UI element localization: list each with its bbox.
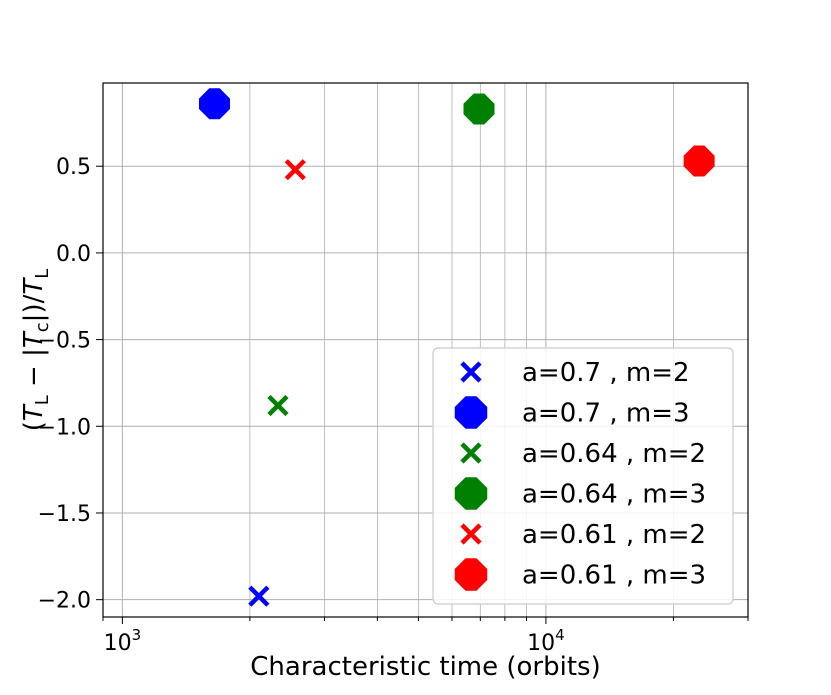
legend-item: a=0.64 , m=3: [454, 477, 706, 510]
y-tick-label: −0.5: [38, 329, 91, 354]
legend-item: a=0.7 , m=3: [454, 396, 690, 429]
axis-ticks: 0.5 0.0 −0.5 −1.0 −1.5 −2.0 103 104: [38, 155, 749, 656]
legend-marker: [460, 442, 482, 464]
legend-item: a=0.64 , m=2: [460, 439, 706, 469]
data-point: [198, 88, 230, 120]
data-point: [267, 394, 289, 417]
x-tick-label: 104: [527, 626, 565, 656]
legend-item: a=0.7 , m=2: [460, 358, 690, 388]
data-point: [284, 159, 306, 181]
legend-label: a=0.64 , m=2: [522, 439, 706, 469]
legend: a=0.7 , m=2 a=0.7 , m=3 a=0.64 , m=2 a=0.64…: [432, 347, 734, 605]
y-tick-label: 0.0: [56, 242, 91, 267]
legend-marker: [454, 477, 488, 510]
legend-marker: [454, 396, 488, 429]
legend-marker: [460, 361, 482, 383]
plot-frame: [102, 82, 749, 618]
legend-marker: [460, 523, 482, 545]
y-axis-label: (TL − |Tc|)/TL: [19, 269, 53, 432]
legend-label: a=0.64 , m=3: [522, 480, 706, 510]
data-point: [248, 585, 270, 607]
x-axis-label: Characteristic time (orbits): [250, 652, 600, 682]
legend-label: a=0.61 , m=3: [522, 561, 706, 591]
y-tick-label: −2.0: [38, 589, 91, 614]
y-tick-label: 0.5: [56, 155, 91, 180]
legend-label: a=0.7 , m=2: [522, 358, 690, 388]
legend-item: a=0.61 , m=2: [460, 520, 706, 550]
y-tick-label: −1.5: [38, 502, 91, 527]
legend-label: a=0.7 , m=3: [522, 399, 690, 429]
data-point: [683, 145, 715, 177]
legend-marker: [454, 558, 488, 591]
legend-label: a=0.61 , m=2: [522, 520, 706, 550]
legend-item: a=0.61 , m=3: [454, 558, 706, 591]
legend-box: [432, 347, 734, 605]
x-tick-label: 103: [104, 626, 142, 656]
data-points: [198, 88, 715, 607]
data-point: [463, 93, 495, 125]
y-tick-label: −1.0: [38, 415, 91, 440]
